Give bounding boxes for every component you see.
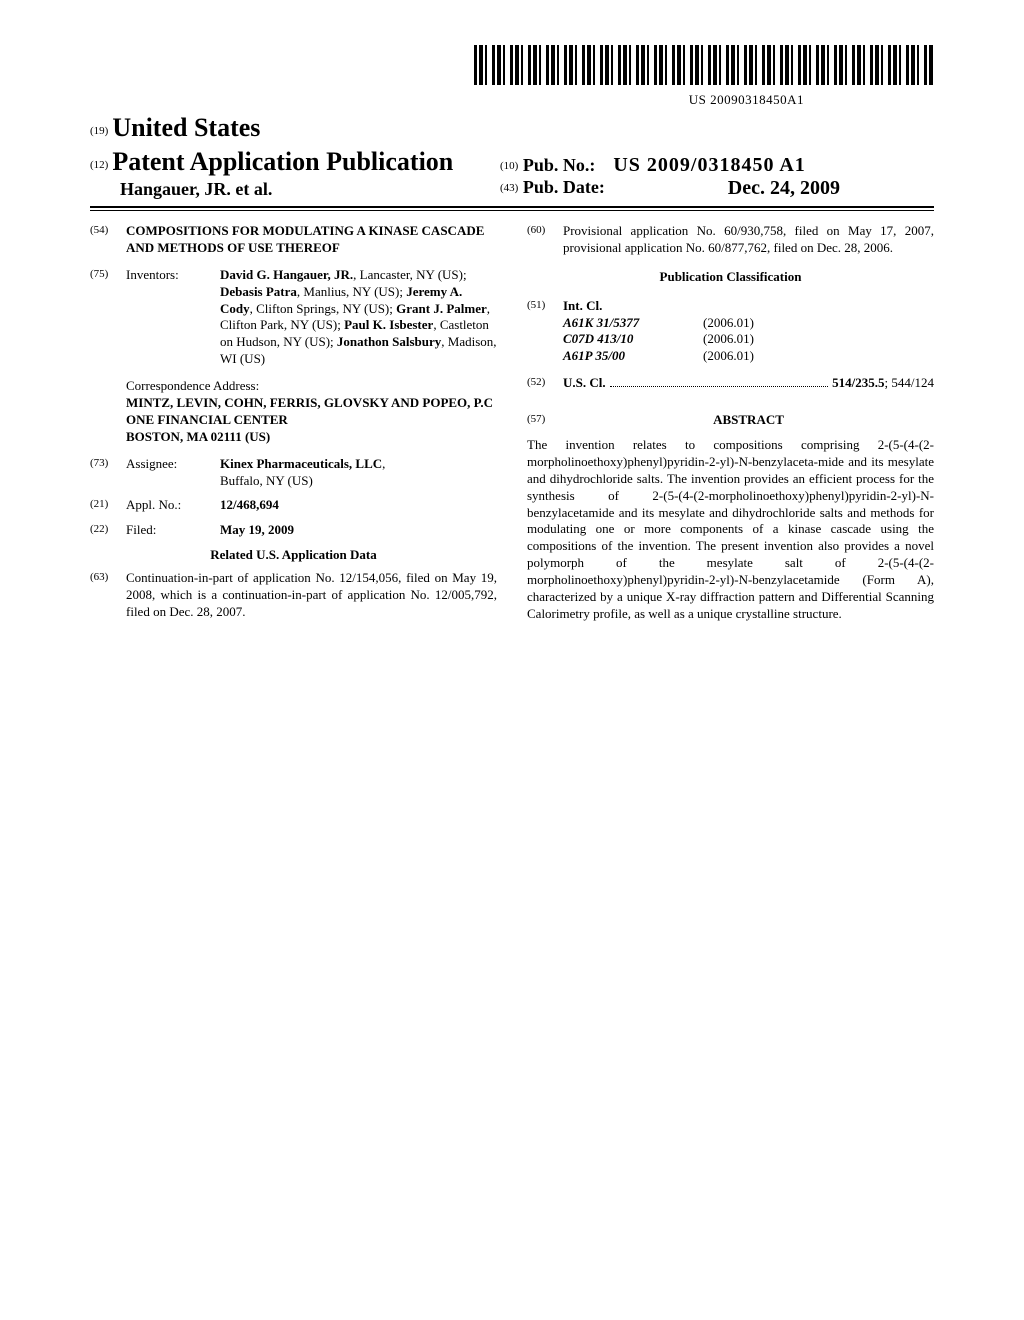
correspondence-line3: BOSTON, MA 02111 (US) — [126, 429, 497, 446]
pub-no-value: US 2009/0318450 A1 — [613, 154, 805, 176]
num-43: (43) — [500, 182, 518, 194]
inventors-label: Inventors: — [126, 267, 220, 368]
correspondence-line2: ONE FINANCIAL CENTER — [126, 412, 497, 429]
right-column: (60) Provisional application No. 60/930,… — [527, 223, 934, 629]
continuation-row: (63) Continuation-in-part of application… — [90, 570, 497, 621]
num-10: (10) — [500, 160, 518, 172]
title-row: (54) COMPOSITIONS FOR MODULATING A KINAS… — [90, 223, 497, 257]
intcl-row: (51) Int. Cl. A61K 31/5377 (2006.01) C07… — [527, 298, 934, 366]
uscl-dots — [610, 386, 829, 387]
num-12: (12) — [90, 159, 108, 171]
continuation-text: Continuation-in-part of application No. … — [126, 570, 497, 621]
uscl-label: U.S. Cl. — [563, 375, 606, 392]
classification-heading: Publication Classification — [527, 269, 934, 286]
inventors-row: (75) Inventors: David G. Hangauer, JR., … — [90, 267, 497, 368]
barcode-graphic — [474, 45, 934, 85]
intcl-code-0: A61K 31/5377 — [563, 315, 703, 332]
abstract-label: ABSTRACT — [563, 412, 934, 429]
provisional-text: Provisional application No. 60/930,758, … — [563, 223, 934, 257]
assignee-loc: Buffalo, NY (US) — [220, 473, 313, 488]
num-22: (22) — [90, 522, 126, 539]
intcl-item-1: C07D 413/10 (2006.01) — [563, 331, 934, 348]
abstract-text: The invention relates to compositions co… — [527, 437, 934, 623]
appl-label: Appl. No.: — [126, 497, 220, 514]
num-21: (21) — [90, 497, 126, 514]
intcl-item-2: A61P 35/00 (2006.01) — [563, 348, 934, 365]
barcode-text: US 20090318450A1 — [90, 92, 934, 108]
correspondence-line1: MINTZ, LEVIN, COHN, FERRIS, GLOVSKY AND … — [126, 395, 497, 412]
uscl-row: (52) U.S. Cl. 514/235.5; 544/124 — [527, 375, 934, 392]
num-51: (51) — [527, 298, 563, 366]
num-52: (52) — [527, 375, 563, 392]
patent-page: US 20090318450A1 (19) United States (12)… — [0, 0, 1024, 1320]
divider-thick — [90, 206, 934, 208]
filed-row: (22) Filed: May 19, 2009 — [90, 522, 497, 539]
uscl-values: 514/235.5; 544/124 — [832, 375, 934, 392]
assignee-label: Assignee: — [126, 456, 220, 490]
body-columns: (54) COMPOSITIONS FOR MODULATING A KINAS… — [90, 223, 934, 629]
num-63: (63) — [90, 570, 126, 621]
num-73: (73) — [90, 456, 126, 490]
patent-title: COMPOSITIONS FOR MODULATING A KINASE CAS… — [126, 223, 497, 257]
assignee-row: (73) Assignee: Kinex Pharmaceuticals, LL… — [90, 456, 497, 490]
intcl-year-1: (2006.01) — [703, 331, 783, 348]
authors-line: Hangauer, JR. et al. — [90, 179, 490, 200]
intcl-code-1: C07D 413/10 — [563, 331, 703, 348]
country: United States — [112, 113, 260, 142]
abstract-heading-row: (57) ABSTRACT — [527, 412, 934, 429]
pub-no-label: Pub. No.: — [523, 155, 596, 175]
intcl-year-2: (2006.01) — [703, 348, 783, 365]
divider-thin — [90, 210, 934, 211]
intcl-code-2: A61P 35/00 — [563, 348, 703, 365]
appl-row: (21) Appl. No.: 12/468,694 — [90, 497, 497, 514]
inventors-value: David G. Hangauer, JR., Lancaster, NY (U… — [220, 267, 497, 368]
pub-date-label: Pub. Date: — [523, 177, 605, 197]
appl-no: 12/468,694 — [220, 497, 497, 514]
num-60: (60) — [527, 223, 563, 257]
barcode-area: US 20090318450A1 — [90, 45, 934, 108]
num-54: (54) — [90, 223, 126, 257]
related-heading: Related U.S. Application Data — [90, 547, 497, 564]
correspondence-label: Correspondence Address: — [126, 378, 497, 395]
intcl-item-0: A61K 31/5377 (2006.01) — [563, 315, 934, 332]
num-57: (57) — [527, 412, 563, 429]
provisional-row: (60) Provisional application No. 60/930,… — [527, 223, 934, 257]
header-block: (19) United States (12) Patent Applicati… — [90, 113, 934, 200]
left-column: (54) COMPOSITIONS FOR MODULATING A KINAS… — [90, 223, 497, 629]
filed-label: Filed: — [126, 522, 220, 539]
num-19: (19) — [90, 125, 108, 137]
num-75: (75) — [90, 267, 126, 368]
intcl-label: Int. Cl. — [563, 298, 934, 315]
assignee-value: Kinex Pharmaceuticals, LLC, Buffalo, NY … — [220, 456, 497, 490]
filed-date: May 19, 2009 — [220, 522, 497, 539]
pub-date-value: Dec. 24, 2009 — [728, 177, 840, 200]
assignee-name: Kinex Pharmaceuticals, LLC — [220, 456, 382, 471]
intcl-year-0: (2006.01) — [703, 315, 783, 332]
correspondence-block: Correspondence Address: MINTZ, LEVIN, CO… — [126, 378, 497, 446]
publication-type: Patent Application Publication — [112, 147, 453, 176]
